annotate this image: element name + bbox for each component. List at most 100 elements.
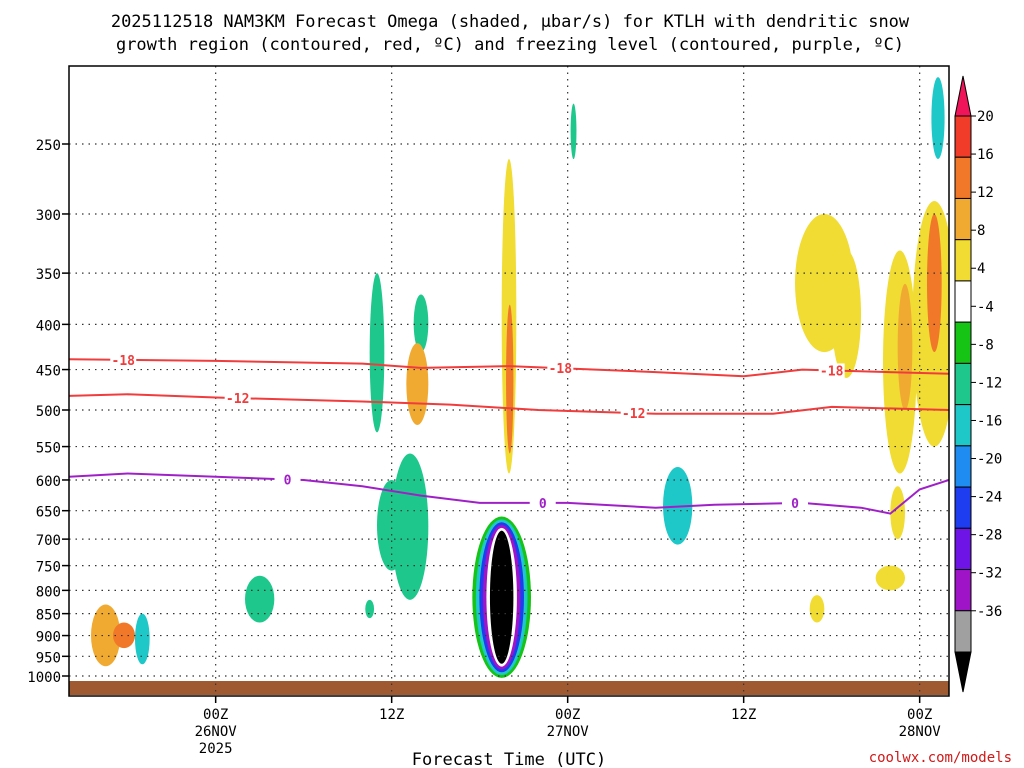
colorbar-segment-1: [954, 115, 972, 158]
contour-minus18: [69, 358, 949, 378]
y-tick-label-650: 650: [36, 505, 61, 521]
omega-region-26: [570, 103, 577, 160]
colorbar-segment-12: [954, 569, 972, 612]
colorbar-label-13: -36: [977, 604, 1002, 620]
y-tick-label-300: 300: [36, 208, 61, 224]
plot-frame: [68, 65, 950, 697]
omega-region-24: [809, 595, 825, 623]
y-tick-label-350: 350: [36, 267, 61, 283]
chart-title-line1: 2025112518 NAM3KM Forecast Omega (shaded…: [111, 12, 910, 32]
contour-label-bg-4: [620, 406, 647, 421]
y-tick-label-950: 950: [36, 650, 61, 666]
contour-label-7: 0: [791, 497, 799, 512]
colorbar-label-11: -28: [977, 528, 1002, 544]
omega-region-22: [875, 565, 905, 591]
x-tick-label-0-1: 26NOV: [195, 724, 238, 740]
y-axis-ticks: 250 300 350 400 450 500 550 600 650 700 750 800 850 9…: [27, 138, 69, 686]
y-tick-label-500: 500: [36, 404, 61, 420]
x-tick-label-36-0: 12Z: [731, 707, 756, 723]
omega-region-20: [831, 250, 861, 379]
contour-label-0: -18: [112, 354, 136, 369]
colorbar-bottom-triangle: [954, 651, 972, 693]
colorbar-label-10: -24: [977, 490, 1002, 506]
colorbar-segment-10: [954, 486, 972, 529]
y-tick-label-750: 750: [36, 560, 61, 576]
y-tick-label-900: 900: [36, 630, 61, 646]
y-tick-label-550: 550: [36, 441, 61, 457]
omega-region-10: [113, 622, 135, 649]
y-tick-label-450: 450: [36, 364, 61, 380]
omega-region-7: [506, 304, 514, 454]
omega-region-15: [927, 213, 942, 353]
colorbar-segment-7: [954, 362, 972, 406]
contour-label-bg-7: [782, 496, 808, 511]
colorbar-label-0: 20: [977, 109, 994, 125]
colorbar-segment-8: [954, 404, 972, 447]
colorbar-segment-4: [954, 239, 972, 282]
omega-region-3: [369, 273, 385, 433]
x-tick-label-0-0: 00Z: [203, 707, 228, 723]
colorbar-top-triangle: [954, 75, 972, 117]
contour-label-bg-6: [529, 495, 556, 510]
y-tick-label-1000: 1000: [27, 670, 61, 686]
x-tick-label-48-0: 00Z: [907, 707, 932, 723]
contour-label-bg-3: [224, 391, 251, 406]
x-tick-label-24-1: 27NOV: [547, 724, 590, 740]
omega-region-4: [413, 294, 429, 353]
omega-region-25: [1015, 528, 1024, 576]
colorbar-label-7: -12: [977, 375, 1002, 391]
colorbar-label-8: -16: [977, 413, 1002, 429]
y-tick-label-250: 250: [36, 138, 61, 154]
contour-label-bg-2: [818, 363, 845, 378]
x-tick-label-12-0: 12Z: [379, 707, 404, 723]
colorbar-segment-9: [954, 445, 972, 488]
contour-label-4: -12: [622, 407, 645, 422]
y-tick-label-400: 400: [36, 318, 61, 334]
colorbar-label-9: -20: [977, 452, 1002, 468]
colorbar-segment-11: [954, 527, 972, 571]
colorbar-segment-5: [954, 280, 972, 323]
colorbar-segment-6: [954, 321, 972, 364]
contour-label-bg-5: [274, 472, 301, 487]
colorbar-segment-2: [954, 156, 972, 199]
ground-strip: [69, 681, 949, 695]
colorbar-segment-13: [954, 610, 972, 653]
omega-region-11: [135, 613, 150, 665]
colorbar-label-1: 16: [977, 147, 994, 163]
contour-label-bg-0: [110, 352, 137, 367]
omega-region-5: [406, 343, 429, 426]
omega-region-2: [377, 479, 407, 571]
credit-text: coolwx.com/models: [869, 750, 1012, 766]
y-tick-label-850: 850: [36, 608, 61, 624]
colorbar: 20 16 12 8 4 -4 -8 -12 -16 -20 -24 -28 -32 -36: [954, 75, 1002, 693]
omega-region-12: [244, 575, 275, 623]
contour-label-3: -12: [226, 392, 249, 407]
contour-freezing-level: [69, 472, 949, 515]
colorbar-label-6: -8: [977, 337, 994, 353]
y-tick-label-700: 700: [36, 533, 61, 549]
x-tick-label-24-0: 00Z: [555, 707, 580, 723]
colorbar-label-4: 4: [977, 261, 985, 277]
colorbar-label-5: -4: [977, 299, 994, 315]
x-tick-label-48-1: 28NOV: [899, 724, 942, 740]
contour-label-2: -18: [820, 364, 844, 379]
omega-region-21: [890, 486, 906, 540]
omega-region-17: [897, 283, 913, 411]
colorbar-segment-3: [954, 197, 972, 241]
grid-layer: [69, 66, 949, 696]
contour-label-1: -18: [549, 362, 573, 377]
contour-minus12: [69, 393, 949, 415]
omega-region-9: [91, 604, 121, 667]
colorbar-label-12: -32: [977, 566, 1002, 582]
y-tick-label-600: 600: [36, 474, 61, 490]
contour-label-5: 0: [284, 473, 292, 488]
contour-layer: -18 -18 -18 -12 -12 0 0 0: [69, 352, 949, 515]
colorbar-label-3: 8: [977, 223, 985, 239]
colorbar-label-2: 12: [977, 185, 994, 201]
omega-region-27: [365, 599, 375, 619]
x-tick-label-0-2: 2025: [199, 741, 233, 757]
omega-region-0-ring-5: [489, 530, 514, 664]
chart-title-line2: growth region (contoured, red, ºC) and f…: [116, 35, 904, 55]
